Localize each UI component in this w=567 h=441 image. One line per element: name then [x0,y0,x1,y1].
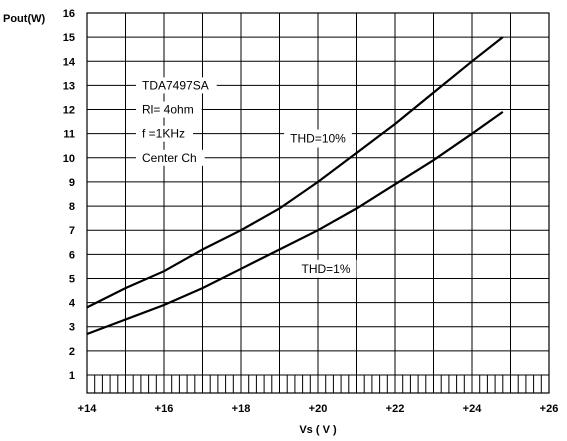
x-minor-ticks [86,375,550,393]
annotation-background [136,125,194,142]
annotation: Rl= 4ohm [136,101,202,118]
y-tick-label: 6 [69,249,75,261]
x-axis-label: Vs ( V ) [299,424,337,436]
x-tick-label: +22 [386,403,405,415]
plot-frame [86,12,550,394]
series-label: THD=10% [284,129,352,148]
annotation-text: f =1KHz [142,127,185,141]
series-label-text: THD=10% [290,131,346,145]
series-label-background [295,259,357,278]
annotation-background [136,149,205,166]
series-lines [86,36,504,336]
x-tick-label: +20 [309,403,328,415]
annotation-background [136,101,202,118]
series-label-text: THD=1% [301,262,350,276]
y-tick-label: 7 [69,225,75,237]
series-label: THD=1% [295,259,357,278]
annotation-background [136,77,217,94]
y-tick-label: 1 [69,370,75,382]
y-tick-label: 10 [63,153,75,165]
x-tick-label: +18 [232,403,251,415]
y-tick-label: 14 [63,56,76,68]
y-tick-label: 5 [69,273,75,285]
y-tick-label: 8 [69,201,75,213]
annotation-text: Center Ch [142,151,197,165]
annotation-text: Rl= 4ohm [142,103,194,117]
series-line-thd-10 [86,36,504,309]
x-tick-label: +26 [540,403,559,415]
y-tick-label: 13 [63,80,75,92]
y-tick-label: 4 [69,298,76,310]
y-tick-label: 11 [63,129,75,141]
grid-lines [87,12,549,393]
x-tick-label: +24 [463,403,483,415]
x-tick-label: +16 [155,403,174,415]
y-tick-label: 3 [69,322,75,334]
y-tick-label: 12 [63,105,75,117]
x-tick-labels: +14 +16 +18 +20 +22 +24 +26 [78,403,559,415]
annotation: TDA7497SA [136,77,217,94]
series-label-background [284,129,352,148]
y-tick-label: 15 [63,32,75,44]
series-line-thd-1 [86,111,504,336]
annotation: Center Ch [136,149,205,166]
y-tick-label: 9 [69,177,75,189]
annotation: f =1KHz [136,125,194,142]
y-tick-label: 2 [69,346,75,358]
x-tick-label: +14 [78,403,98,415]
annotations: TDA7497SA Rl= 4ohm f =1KHz Center Ch [136,77,217,166]
annotation-text: TDA7497SA [142,78,209,92]
series-labels: THD=10% THD=1% [284,129,357,278]
y-tick-label: 16 [63,8,75,20]
y-axis-label: Pout(W) [3,13,45,25]
